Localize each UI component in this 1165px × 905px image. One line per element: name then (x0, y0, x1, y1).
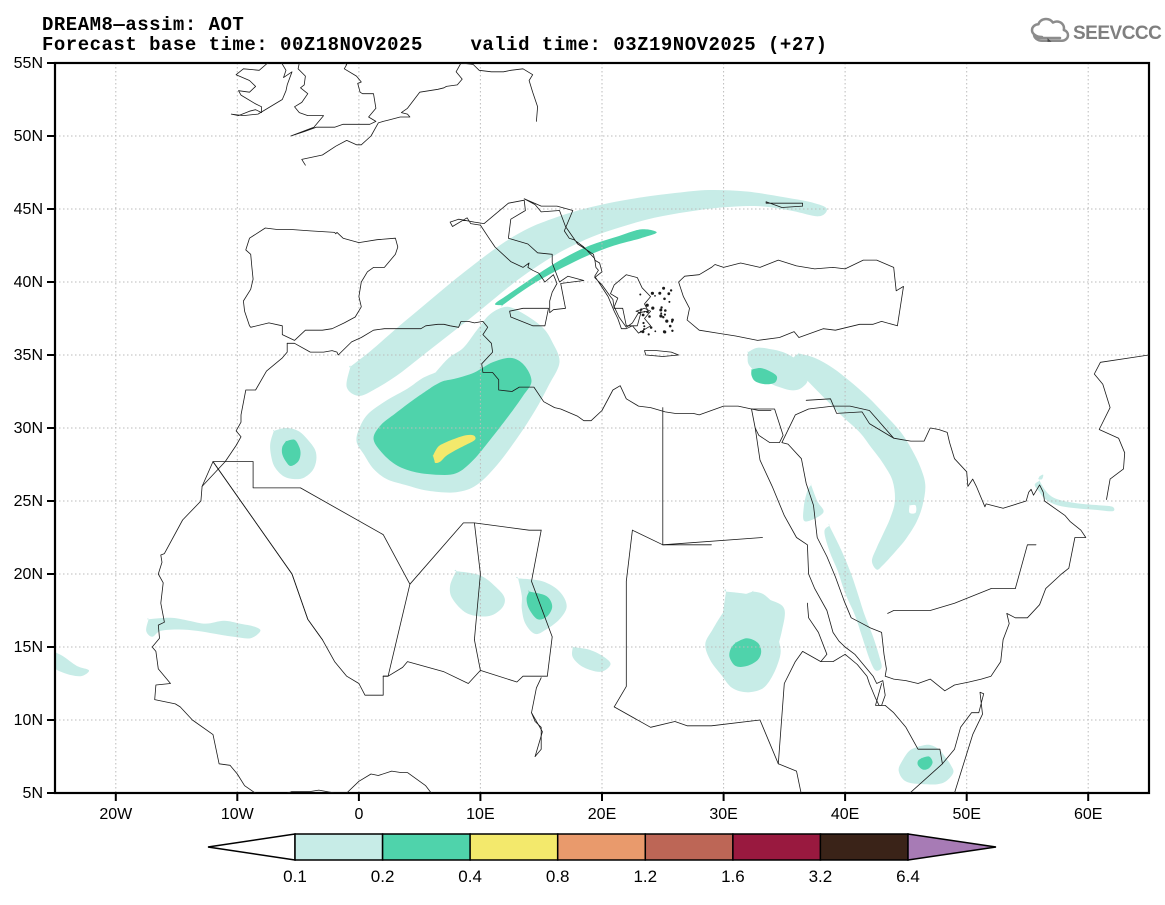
svg-text:10N: 10N (14, 712, 43, 729)
svg-text:25N: 25N (14, 493, 43, 510)
svg-text:0.4: 0.4 (458, 867, 482, 886)
svg-text:10E: 10E (466, 806, 494, 823)
svg-text:0: 0 (354, 806, 363, 823)
svg-text:3.2: 3.2 (809, 867, 833, 886)
svg-text:35N: 35N (14, 347, 43, 364)
svg-text:1.2: 1.2 (633, 867, 657, 886)
svg-text:0.8: 0.8 (546, 867, 570, 886)
svg-text:50E: 50E (952, 806, 980, 823)
svg-text:50N: 50N (14, 128, 43, 145)
svg-text:0.2: 0.2 (371, 867, 395, 886)
svg-text:20W: 20W (99, 806, 133, 823)
svg-text:6.4: 6.4 (896, 867, 920, 886)
svg-text:5N: 5N (23, 785, 43, 802)
svg-text:40E: 40E (831, 806, 859, 823)
svg-text:45N: 45N (14, 201, 43, 218)
svg-text:30E: 30E (709, 806, 737, 823)
svg-text:1.6: 1.6 (721, 867, 745, 886)
svg-text:10W: 10W (221, 806, 255, 823)
svg-text:15N: 15N (14, 639, 43, 656)
svg-text:40N: 40N (14, 274, 43, 291)
svg-text:60E: 60E (1074, 806, 1102, 823)
svg-text:30N: 30N (14, 420, 43, 437)
svg-text:55N: 55N (14, 55, 43, 72)
svg-text:20N: 20N (14, 566, 43, 583)
svg-text:20E: 20E (588, 806, 616, 823)
svg-text:0.1: 0.1 (283, 867, 307, 886)
